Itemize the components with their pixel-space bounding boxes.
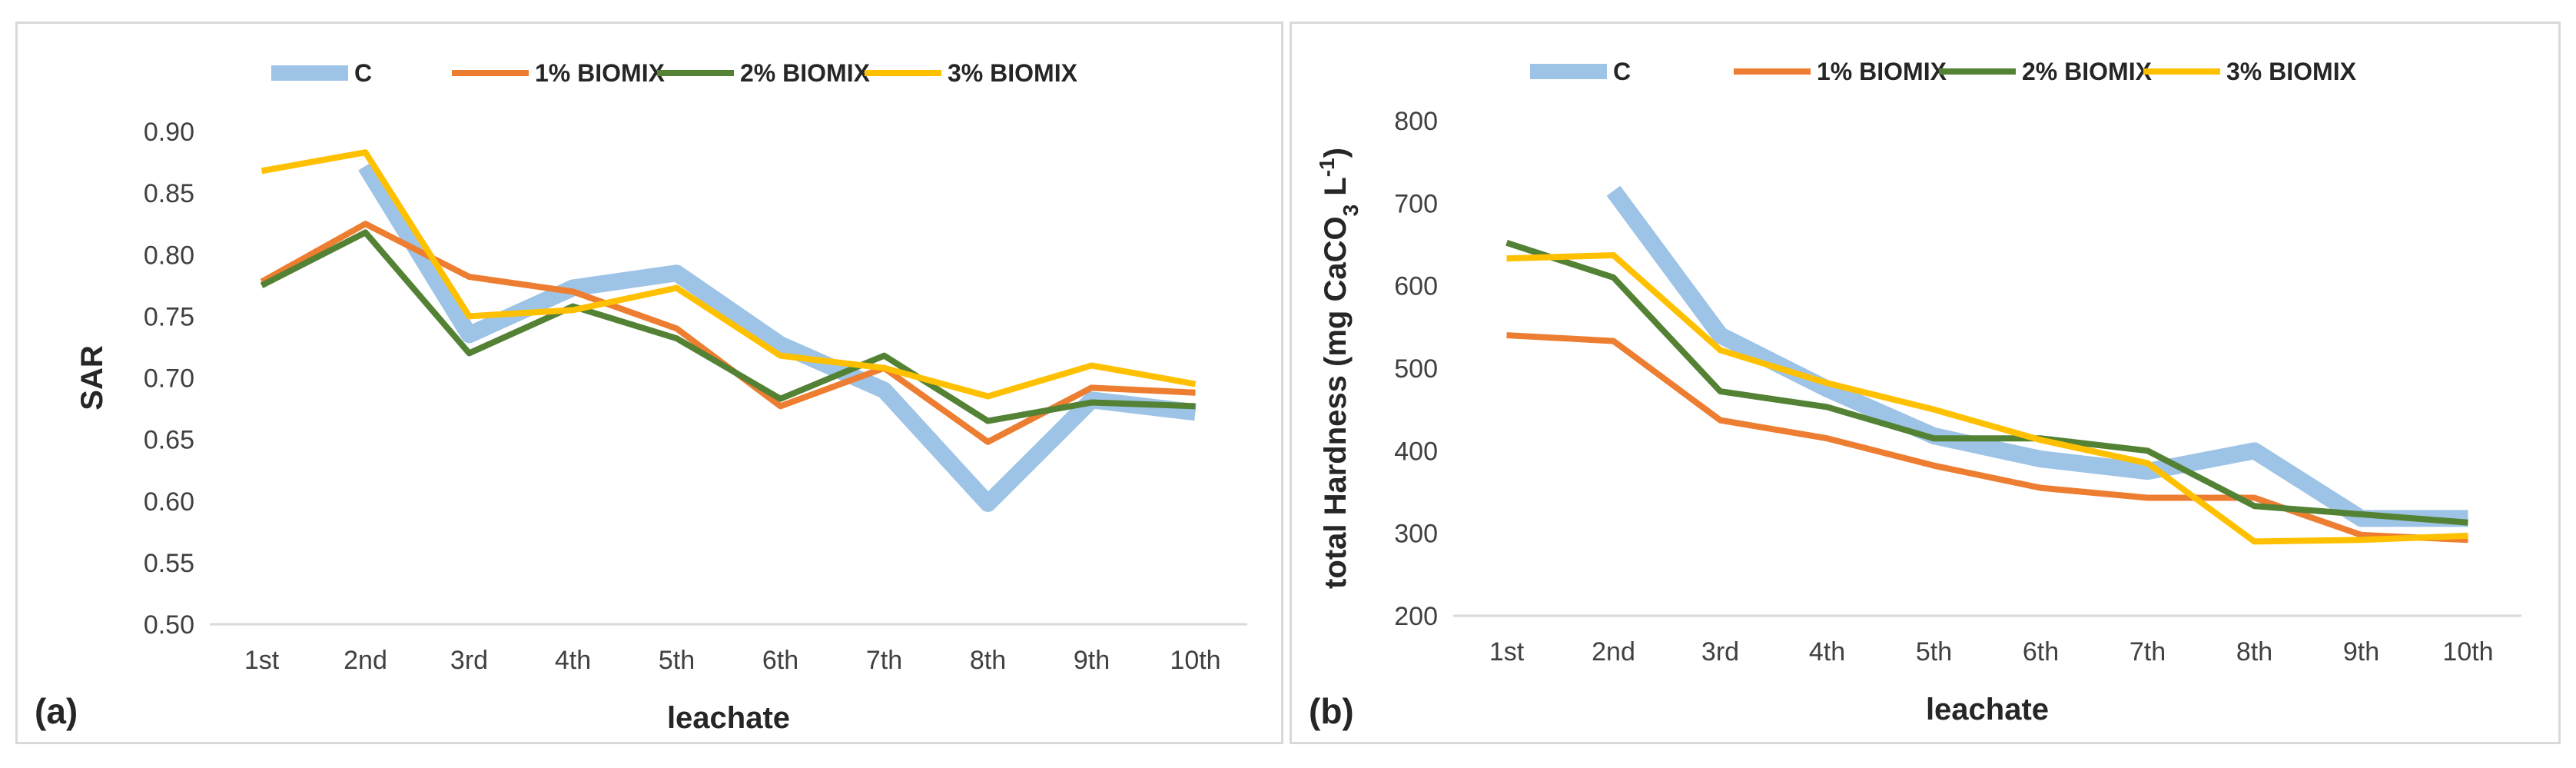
chart-b-x-tick-label: 9th [2343,637,2379,667]
chart-a-series-line-c [358,161,1197,512]
chart-a-x-tick-label: 10th [1170,646,1220,675]
chart-b-y-tick-label: 600 [1394,272,1438,301]
chart-b-legend-label-3pct-biomix: 3% BIOMIX [2226,58,2357,85]
chart-b-x-tick-label: 4th [1809,637,1845,667]
chart-b-x-tick-label: 5th [1916,637,1952,667]
chart-b-series-line-2pct-biomix [1505,240,2468,526]
chart-b-y-tick-label: 800 [1394,107,1438,136]
chart-a-y-tick-label: 0.60 [144,487,194,517]
chart-a-y-tick-label: 0.55 [144,549,194,578]
chart-a-legend-label-c: C [354,59,372,87]
chart-a-x-tick-label: 8th [970,646,1006,675]
chart-b-y-tick-label: 200 [1394,602,1438,631]
chart-a-y-tick-label: 0.90 [144,118,194,147]
chart-a-x-tick-label: 5th [659,646,695,675]
chart-b-y-tick-label: 500 [1394,354,1438,384]
chart-b-series-line-1pct-biomix [1506,332,2468,544]
chart-a-y-tick-label: 0.50 [144,610,194,640]
chart-a-x-tick-label: 9th [1074,646,1110,675]
chart-b-x-tick-label: 7th [2130,637,2166,667]
chart-a-legend-label-1pct-biomix: 1% BIOMIX [535,59,666,87]
chart-b-x-tick-label: 1st [1489,637,1525,667]
chart-panel-a: 0.50 0.55 0.60 0.65 0.70 0.75 0.80 0.85 0.90 1st 2… [15,22,1283,744]
chart-b-legend-label-1pct-biomix: 1% BIOMIX [1817,58,1947,85]
chart-b-series-line-3pct-biomix [1506,251,2468,545]
chart-b-x-tick-label: 6th [2023,637,2059,667]
chart-a-y-tick-label: 0.65 [144,426,194,455]
chart-a-y-axis-title: SAR [75,345,109,411]
chart-a-y-tick-label: 0.70 [144,364,194,394]
chart-a-x-tick-label: 7th [866,646,902,675]
chart-b-x-tick-label: 8th [2236,637,2272,667]
chart-a-x-tick-label: 6th [762,646,798,675]
chart-b-y-axis-title: total Hardness (mg CaCO3 L-1) [1315,148,1363,589]
chart-b-x-tick-label: 10th [2442,637,2493,667]
chart-b-panel-label: (b) [1309,691,1354,731]
chart-a-x-tick-label: 2nd [344,646,387,675]
chart-a-x-tick-label: 1st [244,646,280,675]
chart-a-legend-label-2pct-biomix: 2% BIOMIX [740,59,871,87]
chart-a-x-axis-title: leachate [667,701,790,735]
chart-a-panel-label: (a) [35,691,78,731]
chart-a-series-line-3pct-biomix [261,149,1197,400]
chart-a-x-tick-label: 4th [555,646,591,675]
chart-a-y-tick-label: 0.80 [144,241,194,270]
chart-b-series-line-c [1606,185,2468,527]
chart-b-x-tick-label: 3rd [1701,637,1739,667]
chart-a-x-tick-label: 3rd [450,646,488,675]
chart-a-y-tick-label: 0.85 [144,179,194,208]
chart-b-legend-label-2pct-biomix: 2% BIOMIX [2022,58,2153,85]
chart-b-y-tick-label: 300 [1394,520,1438,549]
chart-b-y-tick-label: 400 [1394,437,1438,466]
chart-b-x-axis-title: leachate [1926,693,2049,726]
chart-a-legend-label-3pct-biomix: 3% BIOMIX [948,59,1078,87]
chart-a-series-line-2pct-biomix [260,229,1196,424]
chart-a-svg: 0.50 0.55 0.60 0.65 0.70 0.75 0.80 0.85 0.90 1st 2… [35,59,1247,735]
chart-panel-b: 200 300 400 500 600 700 800 1st 2nd 3rd 4th 5th 6th 7… [1290,22,2561,744]
chart-b-x-tick-label: 2nd [1592,637,1635,667]
chart-b-legend-label-c: C [1613,58,1631,85]
chart-b-y-tick-label: 700 [1394,189,1438,218]
chart-a-y-tick-label: 0.75 [144,302,194,331]
chart-b-svg: 200 300 400 500 600 700 800 1st 2nd 3rd 4th 5th 6th 7… [1309,58,2521,731]
